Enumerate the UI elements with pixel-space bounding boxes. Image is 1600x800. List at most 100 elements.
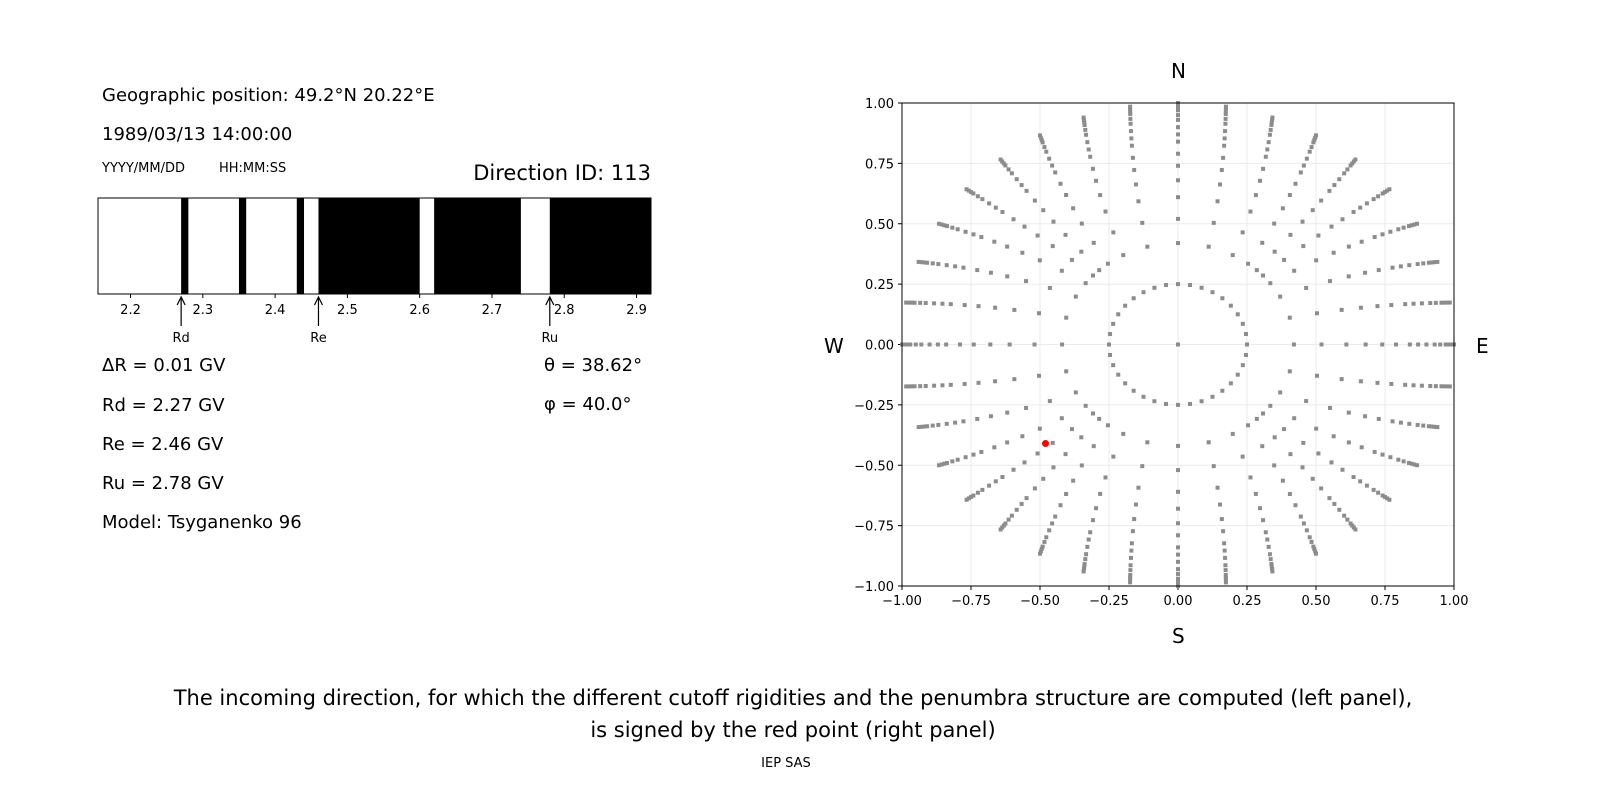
x-tick-label: −1.00 (882, 594, 922, 609)
direction-point (1176, 178, 1180, 183)
direction-point (1398, 420, 1403, 425)
direction-point (1042, 539, 1047, 544)
direction-point (1038, 133, 1042, 138)
direction-point (1176, 545, 1180, 550)
direction-point (927, 342, 932, 347)
direction-point (1019, 501, 1024, 506)
direction-point (963, 229, 968, 234)
direction-point (1082, 562, 1087, 567)
direction-point (1176, 105, 1180, 110)
direction-point (966, 188, 971, 193)
direction-point (1282, 427, 1287, 432)
direction-point (1219, 167, 1224, 172)
direction-point (1223, 580, 1228, 585)
direction-point (1372, 235, 1377, 240)
direction-point (1020, 434, 1025, 439)
direction-point (1176, 521, 1180, 526)
direction-point (1230, 431, 1235, 436)
direction-point (1345, 167, 1350, 172)
direction-point (1011, 217, 1016, 222)
direction-point (1332, 501, 1337, 506)
direction-point (1050, 521, 1055, 526)
direction-point (1222, 548, 1227, 553)
direction-point (1358, 379, 1363, 384)
direction-point (1445, 384, 1450, 389)
direction-point (1176, 282, 1180, 287)
direction-point (1128, 107, 1133, 112)
direction-point (1304, 399, 1309, 404)
direction-point (1176, 117, 1180, 122)
direction-point (913, 342, 918, 347)
direction-point (1331, 434, 1336, 439)
x-tick-label: −0.50 (1020, 594, 1060, 609)
direction-point (1359, 445, 1364, 450)
direction-point (912, 384, 917, 389)
direction-point (1245, 342, 1249, 347)
direction-point (1390, 265, 1395, 270)
direction-point (1254, 416, 1259, 421)
direction-point (1210, 290, 1215, 295)
direction-point (1266, 140, 1271, 145)
direction-point (940, 383, 945, 388)
direction-point (969, 190, 974, 195)
direction-point (1058, 503, 1063, 508)
x-tick-label: 0.25 (1233, 594, 1262, 609)
direction-point (1270, 566, 1275, 571)
direction-point (1176, 216, 1180, 221)
selected-direction-point (1042, 440, 1050, 448)
direction-point (1071, 206, 1076, 211)
direction-point (1020, 250, 1025, 255)
direction-point (1069, 427, 1074, 432)
direction-point (1103, 209, 1108, 214)
direction-point (1390, 419, 1395, 424)
direction-point (1044, 149, 1049, 154)
direction-point (1047, 528, 1052, 533)
direction-point (1223, 112, 1228, 117)
direction-point (908, 342, 913, 347)
direction-point (1439, 384, 1444, 389)
direction-point (939, 222, 944, 227)
direction-point (1176, 402, 1180, 407)
direction-point (1079, 249, 1084, 254)
direction-point (1206, 440, 1211, 445)
direction-point (1121, 431, 1126, 436)
direction-point (1253, 491, 1258, 496)
direction-point (1176, 103, 1180, 108)
direction-point (1389, 303, 1394, 308)
direction-point (1164, 283, 1169, 288)
direction-point (962, 303, 967, 308)
direction-point (1211, 220, 1216, 225)
direction-point (1176, 559, 1180, 564)
direction-point (1398, 264, 1403, 269)
direction-point (1005, 440, 1010, 445)
direction-point (1415, 262, 1420, 267)
phi-value: φ = 40.0° (544, 394, 632, 415)
direction-point (993, 479, 998, 484)
direction-point (1248, 209, 1253, 214)
direction-point (1272, 463, 1277, 468)
direction-point (1265, 147, 1270, 152)
direction-point (1111, 321, 1116, 326)
direction-point (1140, 464, 1145, 469)
direction-point (1223, 121, 1228, 126)
direction-point (971, 232, 976, 237)
direction-point (919, 342, 924, 347)
direction-point (1091, 411, 1096, 416)
direction-point (1086, 147, 1091, 152)
direction-point (1083, 281, 1088, 286)
direction-point (980, 487, 985, 492)
forbidden-band (318, 198, 420, 294)
direction-point (1287, 491, 1292, 496)
direction-point (918, 384, 923, 389)
direction-point (935, 342, 940, 347)
direction-point (1098, 193, 1103, 198)
direction-point (1267, 552, 1272, 557)
direction-point (1385, 496, 1390, 501)
direction-point (1097, 416, 1102, 421)
direction-point (1257, 178, 1262, 183)
direction-point (1419, 383, 1424, 388)
direction-point (1223, 116, 1228, 121)
direction-point (1319, 342, 1324, 347)
direction-point (1215, 485, 1220, 490)
direction-point (1133, 182, 1138, 187)
